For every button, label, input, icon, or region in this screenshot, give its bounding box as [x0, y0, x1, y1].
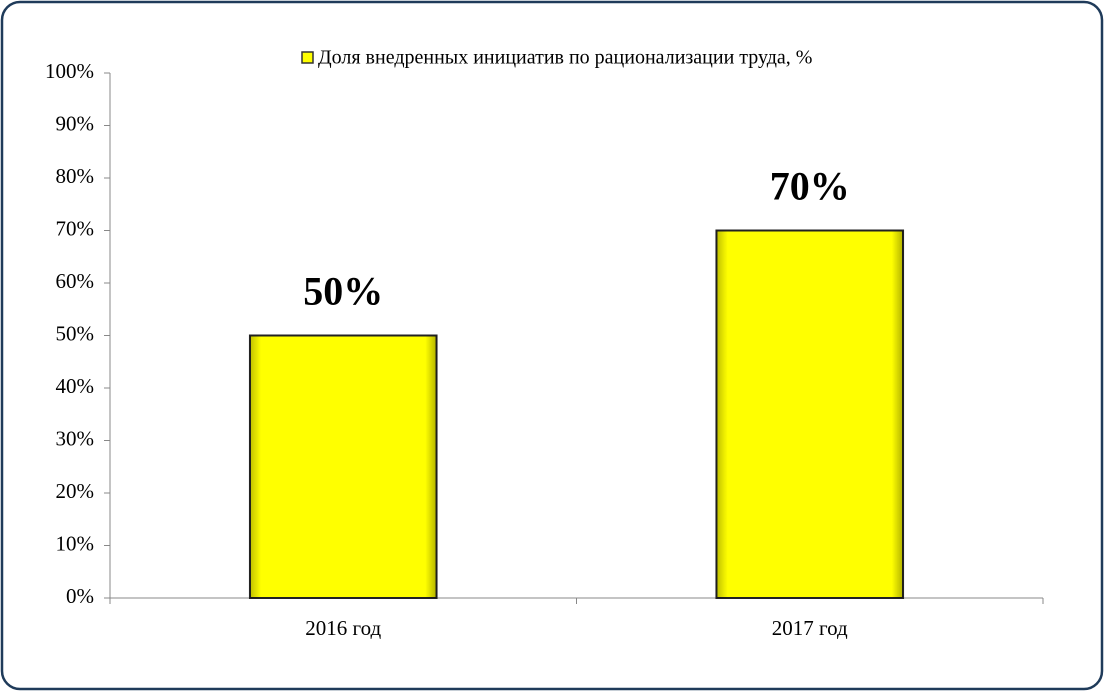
- y-tick-label: 30%: [56, 426, 95, 450]
- y-tick-label: 50%: [56, 321, 95, 345]
- data-label: 50%: [303, 269, 383, 314]
- y-tick-label: 70%: [56, 216, 95, 240]
- legend-swatch: [301, 51, 314, 64]
- y-tick-label: 100%: [45, 59, 94, 83]
- y-tick-label: 80%: [56, 164, 95, 188]
- y-tick-label: 10%: [56, 531, 95, 555]
- y-tick-label: 60%: [56, 269, 95, 293]
- y-tick-label: 20%: [56, 479, 95, 503]
- y-tick-label: 90%: [56, 111, 95, 135]
- y-tick-label: 40%: [56, 374, 95, 398]
- legend-label: Доля внедренных инициатив по рационализа…: [318, 47, 812, 69]
- y-tick-label: 0%: [66, 584, 94, 608]
- bar-shade: [249, 335, 437, 598]
- x-tick-label: 2017 год: [772, 616, 848, 640]
- data-label: 70%: [770, 164, 850, 209]
- bar-shade: [716, 230, 904, 598]
- x-tick-label: 2016 год: [305, 616, 381, 640]
